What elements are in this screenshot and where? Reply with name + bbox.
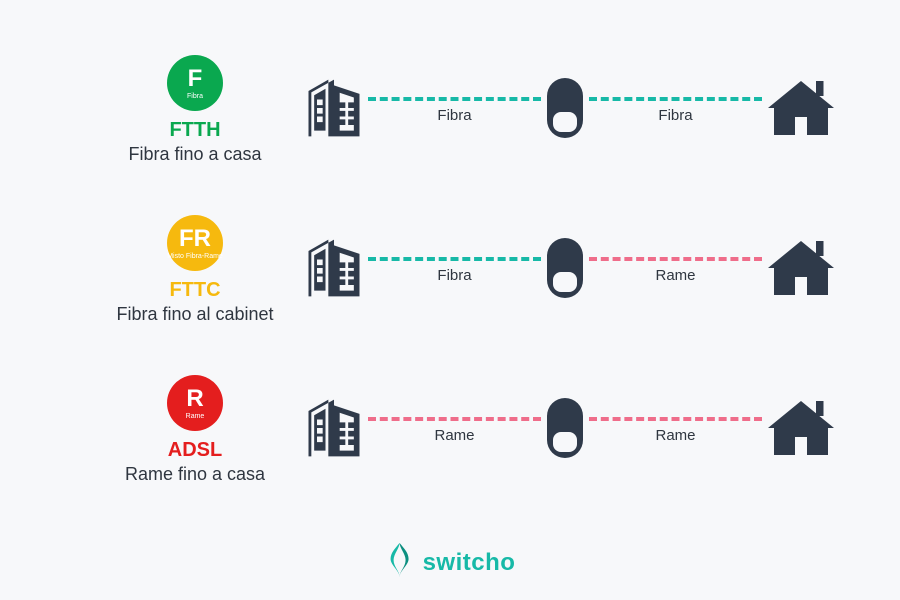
connection-line bbox=[368, 97, 541, 101]
segment-2: Rame bbox=[589, 395, 762, 465]
connection-line bbox=[368, 257, 541, 261]
segment-label: Fibra bbox=[658, 107, 692, 124]
segment-label: Fibra bbox=[437, 107, 471, 124]
badge-letter: FR bbox=[179, 227, 211, 251]
brand-name: switcho bbox=[423, 549, 516, 577]
connection-line bbox=[368, 417, 541, 421]
segment-label: Rame bbox=[655, 427, 695, 444]
tech-badge: R Rame bbox=[167, 375, 223, 431]
segment-2: Fibra bbox=[589, 75, 762, 145]
label-column: F Fibra FTTH Fibra fino a casa bbox=[90, 55, 300, 165]
cabinet-icon bbox=[541, 396, 589, 465]
tech-desc: Fibra fino a casa bbox=[128, 144, 261, 165]
path-diagram: Fibra Rame bbox=[300, 234, 840, 307]
tech-badge: F Fibra bbox=[167, 55, 223, 111]
tech-name: ADSL bbox=[168, 439, 222, 462]
tech-name: FTTC bbox=[169, 279, 220, 302]
badge-sub: Misto Fibra-Rame bbox=[167, 253, 223, 260]
segment-2: Rame bbox=[589, 235, 762, 305]
tech-badge: FR Misto Fibra-Rame bbox=[167, 215, 223, 271]
logo-mark-icon bbox=[385, 543, 415, 582]
tech-desc: Rame fino a casa bbox=[125, 464, 265, 485]
segment-1: Fibra bbox=[368, 235, 541, 305]
connection-line bbox=[589, 257, 762, 261]
building-icon bbox=[300, 74, 368, 147]
building-icon bbox=[300, 394, 368, 467]
building-icon bbox=[300, 234, 368, 307]
footer-logo: switcho bbox=[385, 543, 516, 582]
badge-letter: F bbox=[188, 67, 203, 91]
house-icon bbox=[762, 394, 840, 467]
cabinet-icon bbox=[541, 236, 589, 305]
badge-sub: Rame bbox=[186, 413, 205, 420]
segment-label: Rame bbox=[655, 267, 695, 284]
tech-row-adsl: R Rame ADSL Rame fino a casa Rame Rame bbox=[0, 350, 900, 510]
connection-line bbox=[589, 97, 762, 101]
segment-1: Rame bbox=[368, 395, 541, 465]
tech-name: FTTH bbox=[169, 119, 220, 142]
segment-label: Fibra bbox=[437, 267, 471, 284]
tech-desc: Fibra fino al cabinet bbox=[116, 304, 273, 325]
tech-row-fttc: FR Misto Fibra-Rame FTTC Fibra fino al c… bbox=[0, 190, 900, 350]
connection-line bbox=[589, 417, 762, 421]
tech-row-ftth: F Fibra FTTH Fibra fino a casa Fibra Fib… bbox=[0, 30, 900, 190]
badge-sub: Fibra bbox=[187, 93, 203, 100]
badge-letter: R bbox=[186, 387, 203, 411]
path-diagram: Fibra Fibra bbox=[300, 74, 840, 147]
label-column: FR Misto Fibra-Rame FTTC Fibra fino al c… bbox=[90, 215, 300, 325]
segment-1: Fibra bbox=[368, 75, 541, 145]
label-column: R Rame ADSL Rame fino a casa bbox=[90, 375, 300, 485]
segment-label: Rame bbox=[434, 427, 474, 444]
house-icon bbox=[762, 74, 840, 147]
path-diagram: Rame Rame bbox=[300, 394, 840, 467]
house-icon bbox=[762, 234, 840, 307]
diagram-canvas: F Fibra FTTH Fibra fino a casa Fibra Fib… bbox=[0, 0, 900, 600]
cabinet-icon bbox=[541, 76, 589, 145]
